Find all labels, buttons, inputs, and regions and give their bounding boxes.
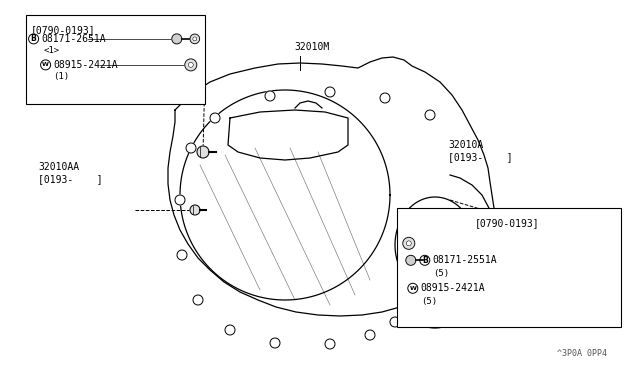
Text: 08915-2421A: 08915-2421A xyxy=(421,283,485,293)
Text: 32010AA: 32010AA xyxy=(38,162,79,172)
Circle shape xyxy=(190,205,200,215)
Circle shape xyxy=(40,60,51,70)
Circle shape xyxy=(197,146,209,158)
Text: [0790-0193]: [0790-0193] xyxy=(475,218,540,228)
Circle shape xyxy=(186,143,196,153)
Text: W: W xyxy=(42,62,49,67)
Polygon shape xyxy=(228,110,348,160)
Text: 08171-2551A: 08171-2551A xyxy=(433,255,497,265)
Text: 08915-2421A: 08915-2421A xyxy=(54,60,118,70)
Circle shape xyxy=(193,295,203,305)
Text: [0193-    ]: [0193- ] xyxy=(38,174,103,184)
Bar xyxy=(397,208,621,327)
Text: (5): (5) xyxy=(433,269,449,278)
Circle shape xyxy=(172,34,182,44)
Circle shape xyxy=(225,325,235,335)
Text: B: B xyxy=(31,34,36,44)
Circle shape xyxy=(188,62,193,67)
Polygon shape xyxy=(168,57,494,316)
Circle shape xyxy=(408,283,418,293)
Text: (5): (5) xyxy=(421,297,437,306)
Circle shape xyxy=(406,255,416,265)
Circle shape xyxy=(177,250,187,260)
Circle shape xyxy=(420,255,430,265)
Text: 32010M: 32010M xyxy=(294,42,330,51)
Text: B: B xyxy=(422,256,428,265)
Circle shape xyxy=(190,34,200,44)
Circle shape xyxy=(210,113,220,123)
Circle shape xyxy=(265,91,275,101)
Circle shape xyxy=(185,59,197,71)
Circle shape xyxy=(270,338,280,348)
Circle shape xyxy=(495,210,505,220)
Circle shape xyxy=(325,87,335,97)
Circle shape xyxy=(193,37,197,41)
Circle shape xyxy=(380,93,390,103)
Text: W: W xyxy=(410,286,416,291)
Bar xyxy=(26,15,205,104)
Circle shape xyxy=(406,241,412,246)
Text: [0790-0193]: [0790-0193] xyxy=(31,25,95,35)
Circle shape xyxy=(480,209,492,221)
Circle shape xyxy=(425,283,435,293)
Circle shape xyxy=(365,330,375,340)
Text: ^3P0A 0PP4: ^3P0A 0PP4 xyxy=(557,349,607,358)
Text: (1): (1) xyxy=(54,73,70,81)
Circle shape xyxy=(390,317,400,327)
Circle shape xyxy=(483,212,489,218)
Circle shape xyxy=(425,110,435,120)
Circle shape xyxy=(29,34,38,44)
Text: [0193-    ]: [0193- ] xyxy=(448,152,513,162)
Text: 32010A: 32010A xyxy=(448,140,483,150)
Circle shape xyxy=(175,195,185,205)
Text: 08171-2651A: 08171-2651A xyxy=(42,34,106,44)
Circle shape xyxy=(403,237,415,249)
Circle shape xyxy=(325,339,335,349)
Text: <1>: <1> xyxy=(44,46,60,55)
Circle shape xyxy=(410,300,420,310)
